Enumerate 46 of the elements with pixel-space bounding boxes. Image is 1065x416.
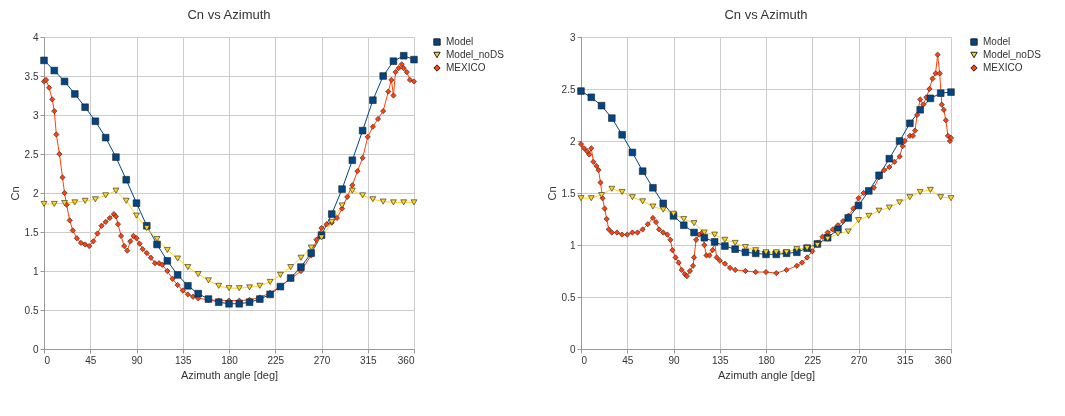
x-tick-label: 360 — [397, 354, 415, 366]
y-tick-label: 2 — [32, 187, 39, 199]
y-axis-title: Cn — [545, 186, 558, 201]
y-tick-label: 3 — [32, 109, 39, 121]
x-tick-label: 135 — [174, 354, 193, 366]
x-tick-label: 45 — [85, 354, 97, 366]
x-tick-label: 315 — [359, 354, 378, 366]
x-tick-label: 90 — [668, 354, 680, 366]
x-axis-title: Azimuth angle [deg] — [717, 368, 816, 381]
x-tick-label: 135 — [711, 354, 730, 366]
legend-label: MEXICO — [446, 62, 486, 73]
x-tick-label: 270 — [850, 354, 868, 366]
y-tick-label: 0 — [32, 343, 39, 355]
y-tick-label: 2.5 — [561, 83, 576, 95]
y-tick-label: 0.5 — [24, 304, 39, 316]
legend-label: MEXICO — [983, 62, 1023, 73]
x-tick-label: 225 — [267, 354, 285, 366]
x-axis-title: Azimuth angle [deg] — [180, 368, 279, 381]
chart-title: Cn vs Azimuth — [724, 7, 808, 22]
x-tick-label: 270 — [313, 354, 331, 366]
legend-label: Model_noDS — [446, 49, 505, 60]
y-tick-label: 2 — [569, 135, 576, 147]
y-tick-label: 1 — [32, 265, 39, 277]
x-tick-label: 180 — [221, 354, 239, 366]
y-tick-label: 0.5 — [561, 291, 576, 303]
legend-label: Model — [446, 36, 474, 47]
legend-label: Model — [983, 36, 1011, 47]
x-tick-label: 90 — [131, 354, 143, 366]
x-tick-label: 360 — [934, 354, 952, 366]
y-tick-label: 1.5 — [24, 226, 39, 238]
x-tick-label: 180 — [758, 354, 776, 366]
x-tick-label: 0 — [581, 354, 588, 366]
y-tick-label: 1 — [569, 239, 576, 251]
y-tick-label: 3.5 — [24, 70, 39, 82]
y-axis-title: Cn — [8, 186, 21, 201]
x-tick-label: 225 — [804, 354, 822, 366]
x-tick-label: 45 — [622, 354, 634, 366]
chart-title: Cn vs Azimuth — [187, 7, 271, 22]
x-tick-label: 315 — [896, 354, 915, 366]
y-tick-label: 0 — [569, 343, 576, 355]
x-tick-label: 0 — [44, 354, 51, 366]
y-tick-label: 1.5 — [561, 187, 576, 199]
y-tick-label: 3 — [569, 31, 576, 43]
legend-label: Model_noDS — [983, 49, 1042, 60]
y-tick-label: 2.5 — [24, 148, 39, 160]
y-tick-label: 4 — [32, 31, 39, 43]
